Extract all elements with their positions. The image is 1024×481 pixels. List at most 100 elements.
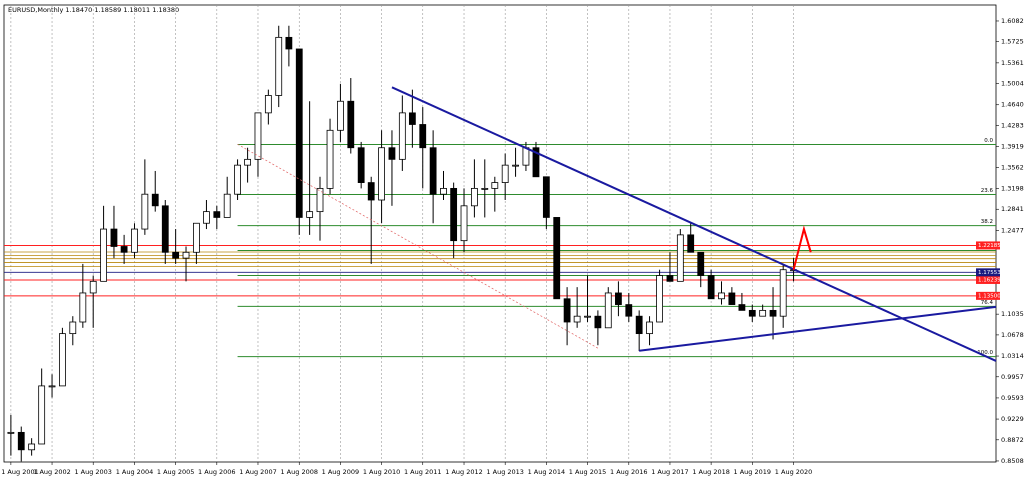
candle-body [161, 205, 169, 253]
trendline [391, 86, 997, 362]
candle-body [223, 193, 231, 218]
candle-body [244, 158, 252, 166]
x-tick-label: 1 Aug 2004 [116, 468, 154, 476]
x-tick-label: 1 Aug 2012 [445, 468, 483, 476]
candle-body [79, 292, 87, 323]
candle-body [604, 292, 612, 329]
candle-body [440, 187, 447, 195]
candle-body [378, 147, 385, 201]
y-tick-label: 1.28410 [1001, 205, 1024, 213]
fib-label: 76.4 [981, 300, 994, 306]
price-tag [976, 241, 1000, 250]
candle-body [100, 228, 107, 282]
x-tick-label: 1 Aug 2015 [569, 468, 607, 476]
chart-title: EURUSD,Monthly 1.18470 1.18589 1.18011 1… [8, 6, 179, 14]
candle-body [17, 431, 25, 451]
fib-label: 38.2 [981, 219, 993, 225]
candle-body [357, 147, 365, 183]
y-tick-label: 1.42830 [1001, 121, 1024, 129]
price-tag-label: 1.22185 [978, 243, 1001, 249]
trendline [237, 143, 599, 349]
y-tick-label: 1.10350 [1001, 310, 1024, 318]
candle-body [326, 129, 334, 189]
candle-body [522, 147, 530, 166]
current-price-tag [976, 268, 1000, 277]
candle-body [38, 385, 46, 445]
x-tick-label: 1 Aug 2011 [404, 468, 442, 476]
candle-body [69, 321, 77, 335]
price-tag [976, 275, 1000, 284]
candle-body [203, 211, 210, 224]
x-tick-label: 1 Aug 2009 [322, 468, 360, 476]
trendline [792, 225, 812, 270]
x-tick-label: 1 Aug 2005 [157, 468, 195, 476]
candle-body [295, 48, 303, 218]
plot-frame [3, 4, 997, 463]
candle-body [182, 251, 190, 259]
candle-body [367, 182, 375, 201]
candle-body [408, 112, 416, 125]
candle-body [141, 193, 149, 230]
candle-body [28, 443, 36, 451]
candle-body [748, 309, 756, 317]
trendline [639, 305, 997, 352]
candle-body [676, 234, 684, 282]
x-tick-label: 1 Aug 2008 [280, 468, 318, 476]
price-tag-label: 1.13500 [978, 293, 1001, 299]
candle-body [625, 304, 633, 317]
candle-body [594, 315, 602, 329]
x-tick-label: 1 Aug 2020 [775, 468, 813, 476]
y-tick-label: 1.24770 [1001, 226, 1024, 234]
current-price-label: 1.17553 [978, 270, 1001, 276]
candle-body [285, 36, 293, 50]
candle-body [388, 147, 396, 160]
candle-body [172, 251, 180, 259]
candle-body [7, 431, 15, 434]
candle-body [306, 211, 314, 218]
price-tag [976, 291, 1000, 300]
x-tick-label: 1 Aug 2006 [198, 468, 236, 476]
candle-body [460, 205, 468, 242]
candle-body [584, 315, 591, 318]
candle-body [151, 193, 159, 207]
y-tick-label: 1.35620 [1001, 163, 1024, 171]
candle-body [491, 182, 499, 189]
candle-body [48, 385, 56, 388]
candle-body [728, 292, 736, 305]
candle-body [759, 309, 767, 317]
x-tick-label: 1 Aug 2016 [610, 468, 648, 476]
fib-label: 23.6 [981, 188, 994, 194]
candle-body [769, 309, 777, 317]
candle-body [573, 315, 581, 323]
candle-body [481, 187, 489, 190]
candle-body [316, 187, 324, 213]
y-tick-label: 1.39190 [1001, 143, 1024, 151]
candle-body [707, 275, 715, 300]
candle-body [738, 304, 746, 311]
candle-body [254, 112, 262, 160]
candle-body [646, 321, 653, 335]
candle-body [429, 147, 437, 195]
candle-body [120, 246, 128, 253]
candle-body [666, 275, 674, 282]
candle-body [635, 315, 643, 335]
x-tick-label: 1 Aug 2014 [528, 468, 566, 476]
x-tick-label: 1 Aug 2019 [734, 468, 772, 476]
candle-body [718, 292, 725, 300]
candle-body [553, 217, 561, 300]
candle-body [542, 176, 550, 218]
candle-body [470, 187, 478, 207]
x-tick-label: 1 Aug 2003 [74, 468, 112, 476]
candle-body [687, 234, 695, 253]
x-tick-label: 1 Aug 2007 [239, 468, 277, 476]
y-tick-label: 1.53610 [1001, 59, 1024, 67]
candle-body [419, 124, 427, 149]
candle-body [213, 211, 221, 218]
y-tick-label: 1.60820 [1001, 17, 1024, 25]
x-tick-label: 1 Aug 2017 [651, 468, 689, 476]
